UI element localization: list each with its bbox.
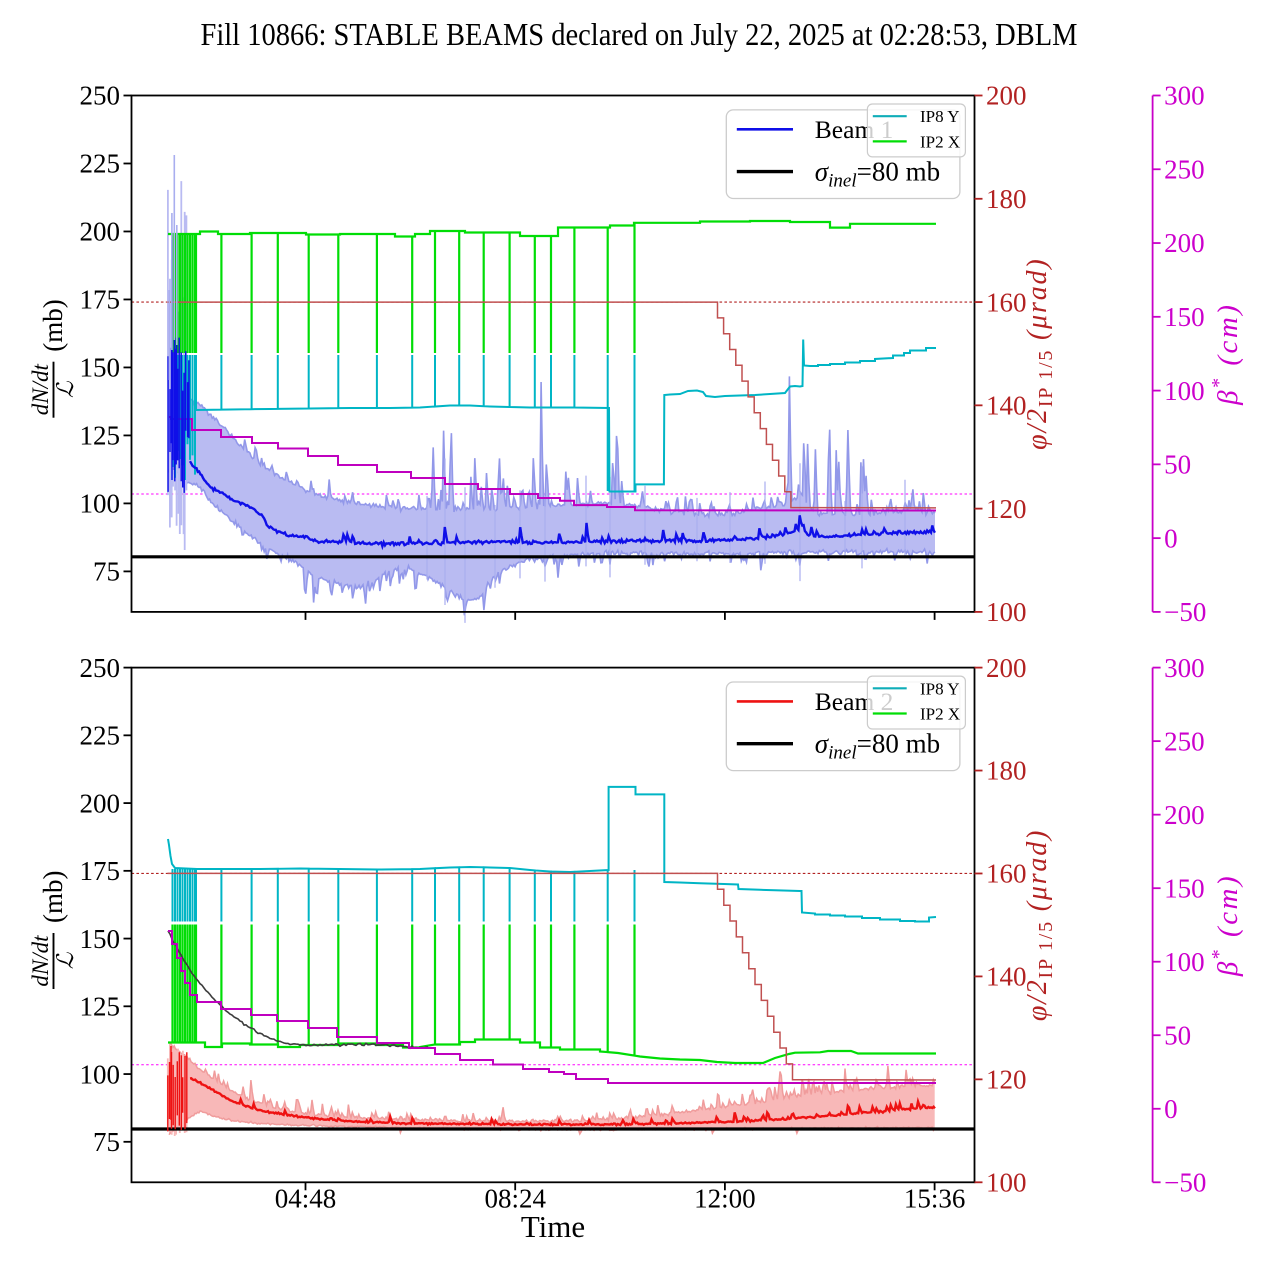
svg-text:250: 250 bbox=[80, 653, 121, 683]
svg-text:120: 120 bbox=[986, 1065, 1027, 1095]
svg-text:225: 225 bbox=[80, 149, 121, 179]
svg-text:−50: −50 bbox=[1164, 1168, 1206, 1198]
svg-text:160: 160 bbox=[986, 859, 1027, 889]
svg-text:250: 250 bbox=[80, 81, 121, 111]
svg-text:β* (cm): β* (cm) bbox=[1208, 303, 1244, 406]
svg-text:300: 300 bbox=[1164, 653, 1205, 683]
svg-text:ℒ: ℒ bbox=[53, 952, 78, 969]
svg-text:200: 200 bbox=[1164, 800, 1205, 830]
svg-text:(mb): (mb) bbox=[38, 871, 68, 923]
svg-text:200: 200 bbox=[986, 653, 1027, 683]
svg-text:125: 125 bbox=[80, 421, 121, 451]
svg-text:200: 200 bbox=[986, 81, 1027, 111]
svg-text:50: 50 bbox=[1164, 1020, 1191, 1050]
svg-text:150: 150 bbox=[1164, 873, 1205, 903]
svg-text:225: 225 bbox=[80, 721, 121, 751]
svg-text:04:48: 04:48 bbox=[275, 1184, 337, 1214]
svg-text:150: 150 bbox=[80, 924, 121, 954]
svg-text:50: 50 bbox=[1164, 450, 1191, 480]
svg-text:IP8 Y: IP8 Y bbox=[920, 107, 960, 126]
svg-text:IP2 X: IP2 X bbox=[920, 132, 960, 151]
svg-text:250: 250 bbox=[1164, 155, 1205, 185]
svg-text:Time: Time bbox=[521, 1209, 585, 1244]
svg-text:175: 175 bbox=[80, 856, 121, 886]
svg-text:−50: −50 bbox=[1164, 597, 1206, 627]
svg-text:0: 0 bbox=[1164, 1094, 1178, 1124]
svg-text:180: 180 bbox=[986, 184, 1027, 214]
svg-text:IP2 X: IP2 X bbox=[920, 705, 960, 724]
svg-text:300: 300 bbox=[1164, 81, 1205, 111]
svg-text:(mb): (mb) bbox=[38, 299, 68, 351]
svg-text:Fill 10866: STABLE BEAMS decla: Fill 10866: STABLE BEAMS declared on Jul… bbox=[201, 17, 1078, 52]
svg-text:100: 100 bbox=[80, 1059, 121, 1089]
svg-text:200: 200 bbox=[1164, 228, 1205, 258]
svg-text:75: 75 bbox=[93, 557, 120, 587]
svg-text:100: 100 bbox=[80, 489, 121, 519]
svg-text:140: 140 bbox=[986, 962, 1027, 992]
svg-text:100: 100 bbox=[986, 1168, 1027, 1198]
svg-text:140: 140 bbox=[986, 391, 1027, 421]
svg-text:σinel=80 mb: σinel=80 mb bbox=[815, 156, 940, 191]
svg-text:120: 120 bbox=[986, 494, 1027, 524]
svg-text:15:36: 15:36 bbox=[904, 1184, 966, 1214]
svg-text:75: 75 bbox=[93, 1127, 120, 1157]
svg-text:125: 125 bbox=[80, 992, 121, 1022]
svg-text:250: 250 bbox=[1164, 726, 1205, 756]
svg-text:200: 200 bbox=[80, 788, 121, 818]
svg-text:dN/dt: dN/dt bbox=[28, 364, 53, 416]
svg-text:200: 200 bbox=[80, 217, 121, 247]
svg-text:160: 160 bbox=[986, 287, 1027, 317]
svg-text:φ/2IP 1/5 (μrad): φ/2IP 1/5 (μrad) bbox=[1022, 258, 1057, 450]
svg-text:180: 180 bbox=[986, 756, 1027, 786]
svg-text:0: 0 bbox=[1164, 523, 1178, 553]
svg-text:σinel=80 mb: σinel=80 mb bbox=[815, 728, 940, 763]
svg-text:150: 150 bbox=[1164, 302, 1205, 332]
svg-text:100: 100 bbox=[1164, 947, 1205, 977]
svg-text:100: 100 bbox=[986, 597, 1027, 627]
svg-text:φ/2IP 1/5 (μrad): φ/2IP 1/5 (μrad) bbox=[1022, 829, 1057, 1021]
svg-text:150: 150 bbox=[80, 353, 121, 383]
svg-text:β* (cm): β* (cm) bbox=[1208, 874, 1244, 977]
svg-text:IP8 Y: IP8 Y bbox=[920, 679, 960, 698]
svg-text:dN/dt: dN/dt bbox=[28, 935, 53, 987]
svg-text:ℒ: ℒ bbox=[53, 381, 78, 398]
svg-text:12:00: 12:00 bbox=[694, 1184, 756, 1214]
svg-text:08:24: 08:24 bbox=[484, 1184, 546, 1214]
svg-text:100: 100 bbox=[1164, 376, 1205, 406]
svg-text:175: 175 bbox=[80, 285, 121, 315]
